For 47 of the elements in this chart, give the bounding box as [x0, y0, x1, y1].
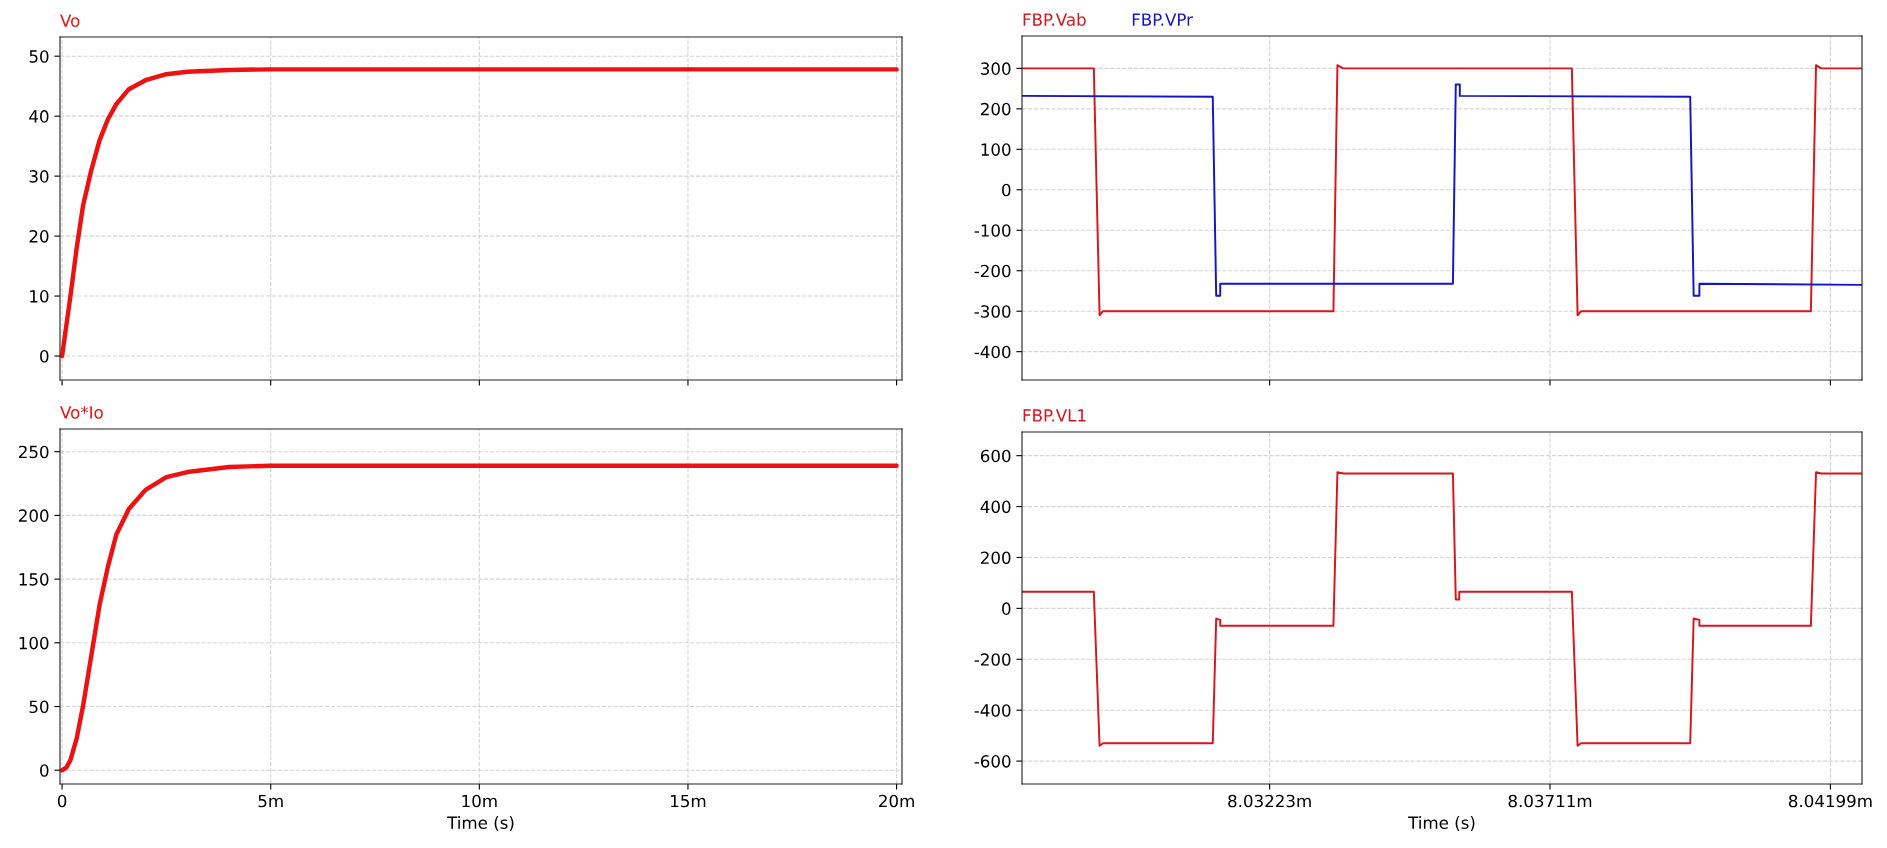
y-tick-label: 150: [19, 573, 49, 586]
y-tick-label: -600: [974, 755, 1011, 768]
y-tick-label: 600: [980, 449, 1011, 463]
y-tick-label: 400: [980, 500, 1011, 514]
y-tick-label: -300: [974, 305, 1011, 318]
x-axis-title: Time (s): [1408, 816, 1475, 831]
x-axis-title: Time (s): [447, 816, 514, 831]
y-tick-label: 10: [30, 290, 49, 303]
y-tick-label: 0: [40, 764, 49, 777]
y-tick-label: -400: [974, 345, 1011, 359]
line-series: [1022, 471, 1862, 747]
x-tick-label: 8.03223m: [1228, 794, 1311, 808]
x-tick-label: 8.03711m: [1508, 794, 1592, 808]
y-tick-label: 200: [980, 102, 1011, 116]
x-tick-label: 15m: [671, 794, 706, 808]
x-tick-label: 10m: [462, 794, 497, 808]
y-tick-label: 100: [981, 143, 1011, 156]
y-tick-label: -100: [974, 224, 1011, 237]
y-tick-label: 0: [40, 349, 49, 363]
text: FBP.VL1: [1023, 409, 1086, 422]
x-tick-label: 8.04199m: [1788, 794, 1872, 808]
y-tick-label: 20: [29, 230, 49, 243]
line-series: [60, 67, 899, 359]
text: FBP.VPr: [1132, 13, 1193, 26]
y-tick-label: 200: [18, 509, 49, 522]
x-tick-label: 0: [57, 794, 67, 808]
y-tick-label: 0: [1002, 183, 1011, 197]
line-series: [1022, 83, 1862, 297]
y-tick-label: -200: [974, 653, 1011, 666]
text: Vo: [60, 14, 80, 27]
text: FBP.Vab: [1023, 12, 1086, 26]
line-series: [60, 463, 899, 773]
y-tick-label: 50: [29, 700, 49, 714]
line-series: [1022, 64, 1862, 317]
y-tick-label: 300: [981, 62, 1011, 75]
x-tick-label: 20m: [879, 794, 914, 808]
y-tick-label: 30: [29, 170, 49, 183]
y-tick-label: 50: [29, 50, 49, 63]
y-tick-label: 100: [19, 636, 49, 650]
y-tick-label: 0: [1002, 602, 1011, 615]
y-tick-label: -200: [974, 264, 1011, 278]
y-tick-label: 40: [29, 110, 49, 123]
y-tick-label: 200: [980, 551, 1011, 565]
text: Vo*Io: [60, 406, 103, 419]
x-tick-label: 5m: [258, 794, 283, 808]
y-tick-label: -400: [974, 704, 1011, 717]
y-tick-label: 250: [18, 445, 49, 459]
